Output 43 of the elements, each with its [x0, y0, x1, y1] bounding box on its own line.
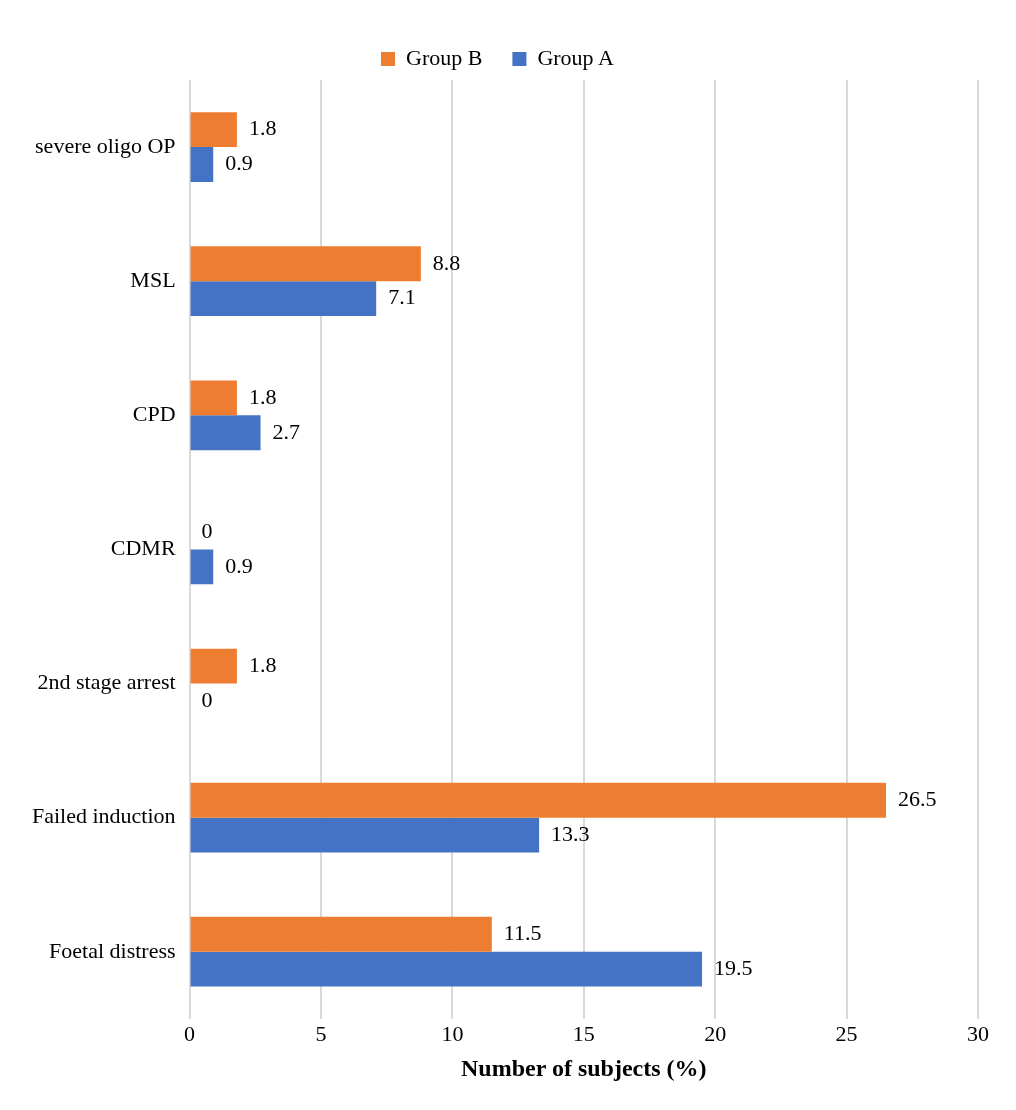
data-label: 0.9 — [225, 552, 253, 578]
bar — [190, 415, 261, 451]
bar — [190, 380, 237, 416]
x-tick-label: 10 — [441, 1020, 464, 1046]
x-tick-label: 20 — [704, 1020, 727, 1046]
data-label: 0 — [201, 517, 213, 543]
data-label: 1.8 — [248, 115, 277, 141]
y-tick-label: Failed induction — [32, 803, 176, 829]
data-label: 2.7 — [272, 418, 301, 444]
data-label: 1.8 — [248, 383, 277, 409]
legend-label: Group A — [537, 44, 614, 70]
bar — [190, 112, 237, 148]
x-tick-label: 25 — [835, 1020, 858, 1046]
legend-label: Group B — [406, 44, 483, 70]
y-tick-label: CDMR — [110, 535, 176, 561]
bar — [190, 549, 214, 585]
bar — [190, 281, 377, 317]
data-label: 11.5 — [503, 920, 542, 946]
x-tick-label: 15 — [572, 1020, 595, 1046]
y-tick-label: 2nd stage arrest — [37, 669, 176, 695]
bar — [190, 817, 540, 853]
data-label: 8.8 — [432, 249, 461, 275]
data-label: 0.9 — [225, 150, 253, 176]
x-axis-title: Number of subjects (%) — [461, 1054, 707, 1081]
x-tick-label: 5 — [315, 1020, 327, 1046]
data-label: 26.5 — [898, 785, 937, 811]
bar — [190, 916, 492, 952]
bar — [190, 246, 421, 282]
bar — [190, 782, 887, 818]
y-tick-label: CPD — [132, 401, 176, 427]
data-label: 1.8 — [248, 651, 277, 677]
data-label: 13.3 — [551, 820, 590, 846]
bar — [190, 147, 214, 182]
y-tick-label: Foetal distress — [49, 937, 176, 963]
data-label: 0 — [201, 686, 213, 712]
bar — [190, 648, 237, 684]
x-tick-label: 0 — [184, 1020, 196, 1046]
y-tick-label: severe oligo OP — [35, 132, 176, 158]
data-label: 19.5 — [714, 954, 753, 980]
data-label: 7.1 — [388, 284, 416, 310]
bar — [190, 951, 703, 987]
y-tick-label: MSL — [130, 266, 176, 292]
x-tick-label: 30 — [967, 1020, 989, 1046]
